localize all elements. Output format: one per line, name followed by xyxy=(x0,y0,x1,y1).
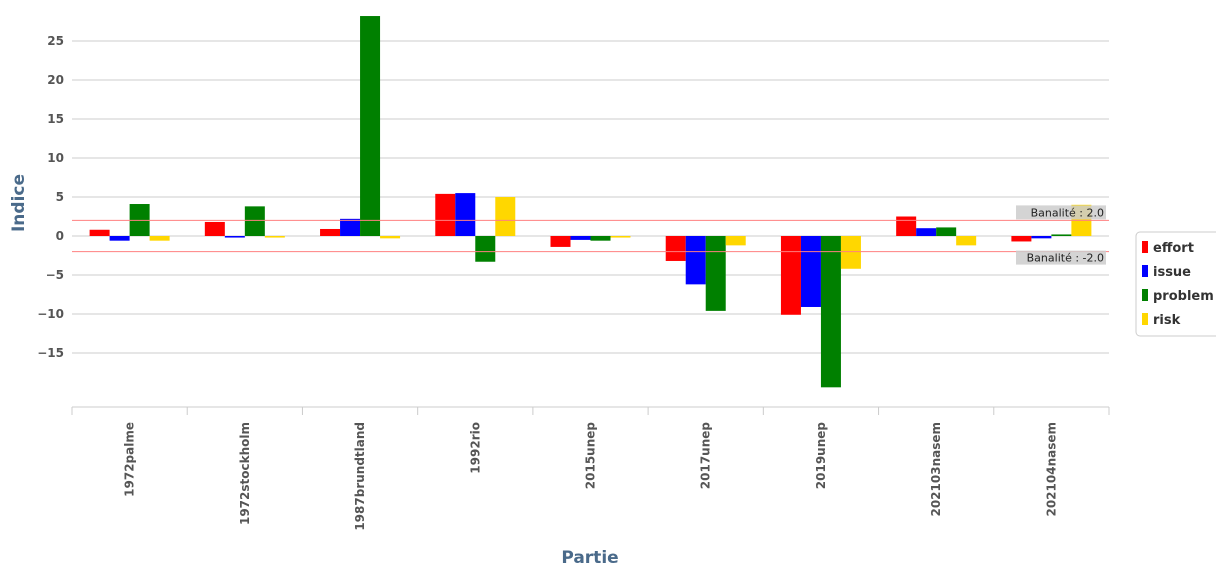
y-axis-title: Indice xyxy=(9,174,29,232)
legend-swatch-issue xyxy=(1142,265,1148,277)
y-tick-label: 20 xyxy=(47,73,64,87)
threshold-label: Banalité : 2.0 xyxy=(1031,206,1104,219)
bar-effort xyxy=(550,236,571,247)
bar-issue xyxy=(570,236,591,240)
x-tick-label: 202103nasem xyxy=(929,422,943,517)
bar-effort xyxy=(204,221,225,236)
bar-problem xyxy=(936,227,957,236)
x-tick-labels: 1972palme 1972stockholm 1987brundtland 1992… xyxy=(123,422,1059,531)
threshold-label: Banalité : -2.0 xyxy=(1027,252,1104,265)
legend-swatch-effort xyxy=(1142,241,1148,253)
x-axis-title: Partie xyxy=(561,548,618,564)
bar-effort xyxy=(89,229,110,236)
bar-problem xyxy=(820,236,841,388)
y-tick-label: −10 xyxy=(37,307,64,321)
legend-label-effort: effort xyxy=(1153,241,1194,256)
x-axis xyxy=(71,406,1110,415)
bar-effort xyxy=(435,193,456,236)
y-tick-label: 25 xyxy=(47,34,64,48)
bar-issue xyxy=(455,193,476,236)
legend-swatch-risk xyxy=(1142,313,1148,325)
legend-label-risk: risk xyxy=(1153,313,1181,328)
bar-issue xyxy=(800,236,821,307)
x-tick-label: 202104nasem xyxy=(1044,422,1058,517)
bar-effort xyxy=(1011,236,1032,242)
threshold-label-bg xyxy=(1016,250,1106,265)
y-tick-label: 15 xyxy=(47,112,64,126)
x-tick-label: 2019unep xyxy=(814,422,828,490)
bar-issue xyxy=(1031,236,1052,239)
y-tick-label: 10 xyxy=(47,151,64,165)
threshold-lines: Banalité : 2.0 Banalité : -2.0 xyxy=(72,205,1109,265)
x-tick-label: 1987brundtland xyxy=(353,422,367,531)
bar-risk xyxy=(495,197,516,236)
gridlines xyxy=(72,40,1109,354)
x-tick-label: 1972stockholm xyxy=(238,422,252,525)
bar-effort xyxy=(665,236,686,261)
bar-issue xyxy=(224,236,245,238)
bar-effort xyxy=(896,216,917,236)
bar-effort xyxy=(320,228,341,236)
bar-issue xyxy=(340,218,361,236)
bar-issue xyxy=(109,236,130,241)
bar-risk xyxy=(380,236,401,239)
bar-problem xyxy=(475,236,496,262)
bar-effort xyxy=(780,236,801,315)
bar-risk xyxy=(149,236,170,241)
legend-box xyxy=(1135,231,1216,337)
bar-risk xyxy=(956,236,977,246)
bar-problem xyxy=(590,236,611,241)
legend-label-issue: issue xyxy=(1153,265,1191,280)
bar-risk xyxy=(725,236,746,246)
bar-problem xyxy=(244,206,265,236)
bar-issue xyxy=(685,236,706,285)
legend: effort issue problem risk xyxy=(1135,231,1216,337)
bar-problem xyxy=(360,16,381,236)
bar-risk xyxy=(264,236,285,238)
bar-problem xyxy=(1051,234,1072,236)
y-tick-label: 5 xyxy=(56,190,64,204)
x-tick-label: 1992rio xyxy=(468,422,482,474)
y-tick-labels: −15 −10 −5 0 5 10 15 20 25 xyxy=(37,34,64,360)
bar-risk xyxy=(840,236,861,269)
bars xyxy=(89,16,1092,388)
bar-issue xyxy=(916,228,937,236)
bar-problem xyxy=(705,236,726,311)
y-tick-label: 0 xyxy=(56,229,64,243)
y-tick-label: −15 xyxy=(37,346,64,360)
legend-label-problem: problem xyxy=(1153,289,1214,304)
x-tick-label: 2017unep xyxy=(699,422,713,490)
x-tick-label: 1972palme xyxy=(123,422,137,497)
y-tick-label: −5 xyxy=(46,268,64,282)
threshold-label-bg xyxy=(1016,205,1106,220)
legend-swatch-problem xyxy=(1142,289,1148,301)
x-tick-label: 2015unep xyxy=(584,422,598,490)
bar-risk xyxy=(610,236,631,238)
